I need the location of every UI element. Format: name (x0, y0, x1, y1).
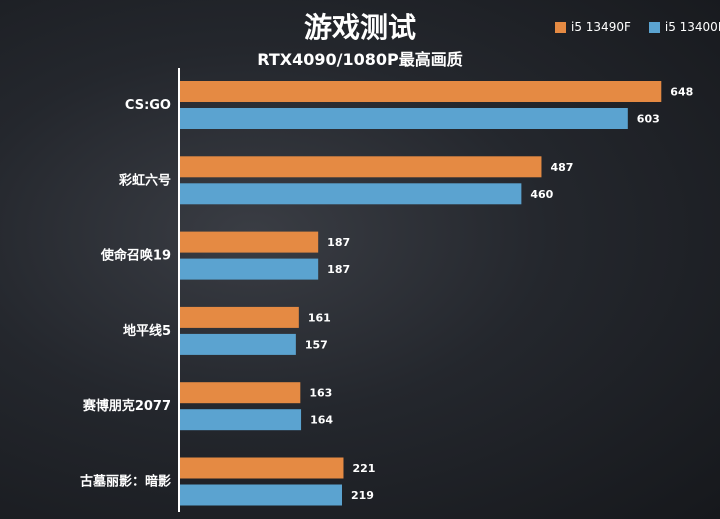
category-label-3: 使命召唤19 (100, 248, 171, 264)
legend-item-series-2: i5 13400F (648, 20, 720, 34)
bar-1-3 (179, 231, 319, 253)
legend: i5 13490F i5 13400F (555, 20, 720, 34)
data-label-2-6: 219 (351, 489, 374, 502)
legend-label-series-2: i5 13400F (664, 20, 720, 34)
bar-2-3 (179, 258, 319, 280)
category-label-6: 古墓丽影：暗影 (80, 474, 171, 490)
data-label-2-1: 603 (637, 113, 660, 126)
data-label-1-3: 187 (327, 236, 350, 249)
category-label-5: 赛博朋克2077 (82, 398, 171, 414)
data-label-2-4: 157 (305, 338, 328, 351)
legend-label-series-1: i5 13490F (571, 20, 631, 34)
bar-2-5 (179, 409, 302, 431)
bar-1-5 (179, 382, 301, 404)
legend-item-series-1: i5 13490F (555, 20, 631, 34)
bar-2-6 (179, 484, 342, 506)
chart-title: 游戏测试 (303, 11, 416, 44)
bar-2-1 (179, 108, 628, 129)
data-label-2-3: 187 (327, 263, 350, 276)
data-label-1-5: 163 (309, 387, 332, 400)
category-label-4: 地平线5 (123, 323, 171, 339)
data-label-1-2: 487 (550, 161, 573, 174)
data-label-1-6: 221 (352, 462, 375, 475)
bar-1-4 (179, 306, 299, 328)
legend-swatch-series-1 (555, 21, 566, 33)
category-label-1: CS:GO (125, 98, 171, 113)
bar-2-2 (179, 183, 522, 205)
data-label-2-5: 164 (310, 414, 333, 427)
bar-2-4 (179, 333, 296, 355)
data-label-1-1: 648 (670, 86, 693, 99)
bar-1-1 (179, 81, 662, 102)
chart-subtitle: RTX4090/1080P最高画质 (257, 50, 463, 69)
data-label-2-2: 460 (530, 188, 553, 201)
bar-1-2 (179, 156, 542, 178)
bar-1-6 (179, 457, 344, 479)
category-label-2: 彩虹六号 (118, 172, 171, 188)
legend-swatch-series-2 (648, 21, 660, 33)
data-label-1-4: 161 (308, 311, 331, 324)
